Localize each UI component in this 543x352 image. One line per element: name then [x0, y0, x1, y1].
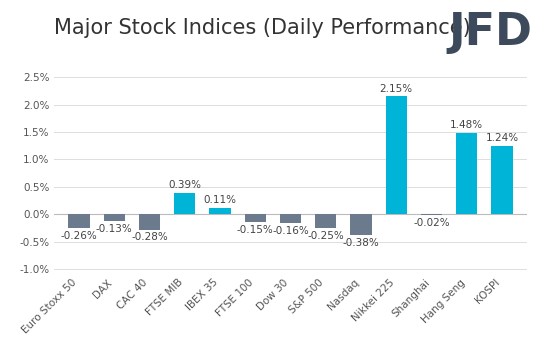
Text: 2.15%: 2.15% [380, 83, 413, 94]
Bar [68, 214, 90, 228]
Text: -0.15%: -0.15% [237, 225, 274, 235]
Bar [456, 133, 477, 214]
Text: 1.24%: 1.24% [485, 133, 519, 144]
Bar [210, 208, 231, 214]
Text: Major Stock Indices (Daily Performance): Major Stock Indices (Daily Performance) [54, 18, 471, 38]
Text: JFD: JFD [448, 11, 532, 54]
Bar [139, 214, 160, 230]
Text: 0.11%: 0.11% [204, 195, 237, 206]
Bar [174, 193, 195, 214]
Bar [491, 146, 513, 214]
Text: -0.38%: -0.38% [343, 238, 380, 248]
Bar [386, 96, 407, 214]
Text: -0.16%: -0.16% [272, 226, 309, 236]
Text: 0.39%: 0.39% [168, 180, 201, 190]
Text: -0.13%: -0.13% [96, 224, 132, 234]
Text: -0.02%: -0.02% [413, 218, 450, 228]
Text: -0.26%: -0.26% [61, 231, 97, 241]
Text: 1.48%: 1.48% [450, 120, 483, 130]
Bar [280, 214, 301, 223]
Text: -0.28%: -0.28% [131, 232, 168, 242]
Text: -0.25%: -0.25% [307, 231, 344, 241]
Bar [104, 214, 125, 221]
Bar [315, 214, 336, 228]
Bar [245, 214, 266, 222]
Bar [350, 214, 371, 235]
Bar [421, 214, 442, 215]
